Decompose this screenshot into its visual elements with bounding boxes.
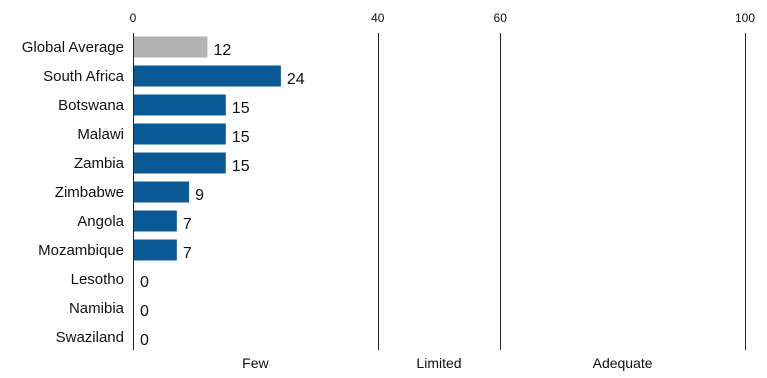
- zone-label-limited: Limited: [416, 355, 461, 371]
- value-label-zimbabwe: 9: [195, 187, 204, 204]
- zone-label-adequate: Adequate: [593, 355, 653, 371]
- value-label-mozambique: 7: [183, 245, 192, 262]
- value-label-south-africa: 24: [287, 71, 305, 88]
- bar-global-average: [134, 36, 208, 58]
- x-tick-label-0: 0: [130, 11, 137, 25]
- category-label-zimbabwe: Zimbabwe: [55, 184, 124, 201]
- value-label-zambia: 15: [232, 158, 250, 175]
- category-labels: Global Average South Africa Botswana Malawi…: [22, 39, 125, 346]
- value-label-angola: 7: [183, 216, 192, 233]
- value-label-global-average: 12: [213, 42, 231, 59]
- bar-zimbabwe: [134, 181, 190, 203]
- value-label-namibia: 0: [140, 303, 149, 320]
- zone-divider-lines: [378, 33, 746, 350]
- value-label-lesotho: 0: [140, 274, 149, 291]
- x-tick-label-100: 100: [735, 11, 755, 25]
- bar-south-africa: [134, 65, 281, 87]
- zone-labels: Few Limited Adequate: [242, 355, 653, 371]
- category-label-south-africa: South Africa: [43, 68, 125, 85]
- bar-mozambique: [134, 239, 177, 261]
- value-label-swaziland: 0: [140, 332, 149, 349]
- bar-angola: [134, 210, 177, 232]
- category-label-global-average: Global Average: [22, 39, 124, 56]
- category-label-mozambique: Mozambique: [38, 242, 124, 259]
- category-label-namibia: Namibia: [69, 300, 125, 317]
- x-tick-label-60: 60: [494, 11, 508, 25]
- x-tick-label-40: 40: [371, 11, 385, 25]
- value-label-malawi: 15: [232, 129, 250, 146]
- zone-label-few: Few: [242, 355, 269, 371]
- category-label-lesotho: Lesotho: [71, 271, 124, 288]
- category-label-swaziland: Swaziland: [56, 329, 124, 346]
- category-label-botswana: Botswana: [58, 97, 125, 114]
- bar-zambia: [134, 152, 226, 174]
- category-label-angola: Angola: [77, 213, 124, 230]
- category-label-malawi: Malawi: [77, 126, 124, 143]
- value-label-botswana: 15: [232, 100, 250, 117]
- bar-botswana: [134, 94, 226, 116]
- x-axis-tick-labels: 0 40 60 100: [130, 11, 756, 25]
- category-label-zambia: Zambia: [74, 155, 125, 172]
- bar-malawi: [134, 123, 226, 145]
- bars-group: [134, 36, 281, 261]
